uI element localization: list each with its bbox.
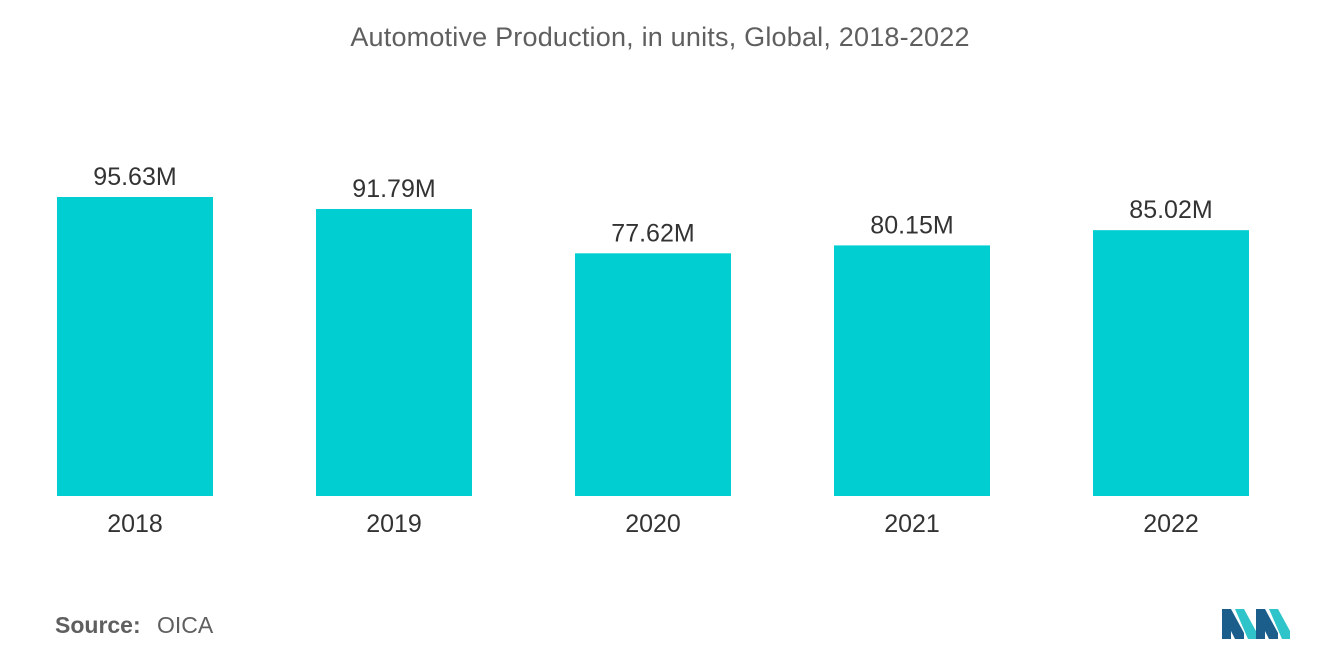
- source-note: Source: OICA: [55, 612, 213, 639]
- brand-logo-icon: [1222, 609, 1290, 639]
- bar-2021: [834, 245, 990, 496]
- chart-title: Automotive Production, in units, Global,…: [350, 22, 970, 52]
- source-value: OICA: [157, 612, 214, 638]
- source-label: Source:: [55, 612, 141, 638]
- data-label-2022: 85.02M: [1129, 196, 1212, 224]
- bar-2022: [1093, 230, 1249, 496]
- bar-2018: [57, 197, 213, 496]
- x-tick-label-2022: 2022: [1143, 510, 1199, 538]
- bar-chart: 95.63M 2018 91.79M 2019 77.62M 2020 80.15M 2021…: [57, 163, 1249, 538]
- x-tick-label-2018: 2018: [107, 510, 163, 538]
- x-tick-label-2019: 2019: [366, 510, 422, 538]
- data-label-2019: 91.79M: [352, 175, 435, 203]
- bar-2020: [575, 253, 731, 496]
- x-tick-label-2020: 2020: [625, 510, 681, 538]
- x-tick-label-2021: 2021: [884, 510, 940, 538]
- data-label-2018: 95.63M: [93, 163, 176, 191]
- data-label-2020: 77.62M: [611, 219, 694, 247]
- bar-2019: [316, 209, 472, 496]
- data-label-2021: 80.15M: [870, 211, 953, 239]
